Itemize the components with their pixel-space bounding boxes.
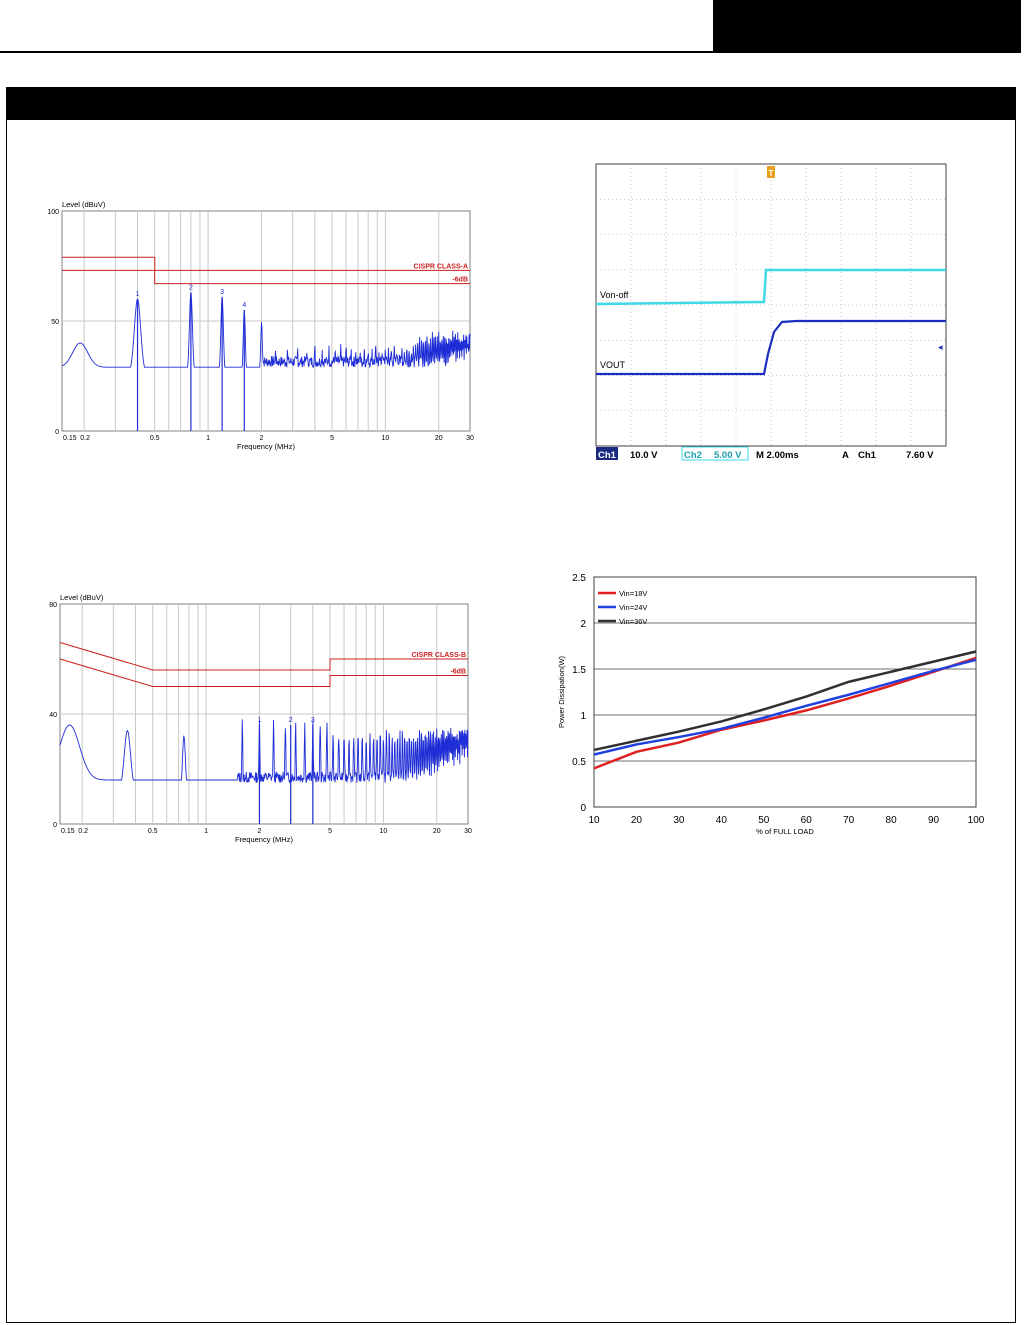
x-tick-label: 2 (258, 828, 262, 835)
x-tick-label: 10 (382, 435, 390, 442)
x-tick-label: 30 (466, 435, 474, 442)
x-axis-label: Frequency (MHz) (237, 442, 295, 451)
plot-area (593, 576, 977, 808)
legend-label: Vin=18V (619, 589, 647, 598)
x-tick-label: 40 (716, 815, 728, 826)
x-tick-label: 60 (801, 815, 813, 826)
series-line (593, 650, 977, 752)
emission-trace (59, 719, 469, 784)
level-marker: ◂ (938, 342, 943, 352)
emi-class-a-chart: 0 50 100 0.15 0.2 0.5 1 2 5 10 20 30 Level (dBuV) Fre… (47, 200, 474, 451)
limit-line (62, 269, 470, 285)
marker-label: 4 (242, 302, 246, 309)
y-tick-label: 0 (55, 429, 59, 436)
status-ch1-scale: 10.0 V (630, 450, 658, 461)
marker-label: 3 (220, 289, 224, 296)
x-tick-label: 0.2 (80, 435, 90, 442)
x-tick-label: 0.5 (148, 828, 158, 835)
status-trigger-source: Ch1 (858, 450, 877, 461)
y-axis-label: Level (dBuV) (62, 200, 106, 209)
legend-label: Vin=36V (619, 617, 647, 626)
x-tick-label: 10 (588, 815, 600, 826)
x-tick-label: 5 (330, 435, 334, 442)
x-tick-label: 70 (843, 815, 855, 826)
marker-label: 2 (189, 284, 193, 291)
x-tick-label: 0.15 (61, 828, 75, 835)
y-tick-label: 50 (51, 319, 59, 326)
x-tick-label: 90 (928, 815, 940, 826)
marker-label: 2 (289, 717, 293, 724)
trigger-label: T (769, 169, 774, 178)
x-tick-label: 0.2 (78, 828, 88, 835)
x-tick-label: 20 (433, 828, 441, 835)
y-tick-label: 1 (580, 711, 586, 722)
y-tick-label: 100 (47, 209, 59, 216)
y-tick-label: 0 (580, 803, 586, 814)
ch2-box (681, 446, 749, 461)
series-label-von-off: Von-off (600, 290, 629, 300)
von-off-trace (595, 268, 946, 306)
limit-line (62, 256, 470, 271)
marker-label: 1 (136, 291, 140, 298)
trigger-marker (767, 166, 775, 178)
y-axis-label: Level (dBuV) (60, 593, 104, 602)
section-banner (6, 87, 1016, 120)
limit-label: -6dB (452, 277, 468, 284)
header-black-block (713, 0, 1021, 53)
y-tick-label: 80 (49, 602, 57, 609)
oscilloscope-chart: T Von-off VOUT ◂ Ch1 10.0 V Ch2 5.00 V M 2.00ms A… (595, 163, 947, 461)
series-line (593, 658, 977, 756)
y-tick-label: 0 (53, 822, 57, 829)
marker-label: 1 (258, 717, 262, 724)
vout-trace (596, 319, 946, 376)
x-tick-label: 20 (435, 435, 443, 442)
emission-trace (61, 292, 471, 369)
emi-class-b-chart: 0 40 80 0.15 0.2 0.5 1 2 5 10 20 30 Level (dBuV) Freq… (49, 593, 472, 844)
series-label-vout: VOUT (600, 360, 626, 370)
x-tick-label: 1 (206, 435, 210, 442)
header-rule (0, 51, 1020, 53)
y-tick-label: 1.5 (572, 665, 586, 676)
status-ch2-scale: 5.00 V (714, 450, 742, 461)
limit-line (59, 658, 468, 687)
ch1-badge (596, 447, 618, 460)
x-tick-label: 1 (204, 828, 208, 835)
limit-label: CISPR CLASS-A (414, 263, 468, 270)
x-axis-label: Frequency (MHz) (235, 835, 293, 844)
x-tick-label: 30 (673, 815, 685, 826)
x-tick-label: 2 (260, 435, 264, 442)
status-ch2: Ch2 (684, 450, 702, 461)
y-tick-label: 2 (580, 619, 586, 630)
status-trigger-mode: A (842, 450, 849, 461)
marker-label: 3 (311, 717, 315, 724)
legend-label: Vin=24V (619, 603, 647, 612)
power-dissipation-chart: 0 0.5 1 1.5 2 2.5 10 20 30 40 50 60 70 80 90 100 % of FU… (557, 573, 985, 836)
x-tick-label: 20 (631, 815, 643, 826)
y-tick-label: 2.5 (572, 573, 586, 584)
x-tick-label: 0.15 (63, 435, 77, 442)
x-tick-label: 5 (328, 828, 332, 835)
x-tick-label: 30 (464, 828, 472, 835)
series-line (593, 656, 977, 770)
x-axis-label: % of FULL LOAD (756, 827, 814, 836)
status-trigger-level: 7.60 V (906, 450, 934, 461)
limit-line (59, 642, 468, 671)
x-tick-label: 50 (758, 815, 770, 826)
limit-label: CISPR CLASS-B (412, 652, 466, 659)
y-axis-label: Power Dissipation(W) (557, 655, 566, 728)
x-tick-label: 100 (968, 815, 985, 826)
x-tick-label: 0.5 (150, 435, 160, 442)
limit-label: -6dB (450, 669, 466, 676)
scope-screen (595, 163, 947, 447)
y-tick-label: 0.5 (572, 757, 586, 768)
x-tick-label: 10 (380, 828, 388, 835)
y-tick-label: 40 (49, 712, 57, 719)
status-timebase: M 2.00ms (756, 450, 799, 461)
x-tick-label: 80 (886, 815, 898, 826)
status-ch1: Ch1 (598, 450, 617, 461)
